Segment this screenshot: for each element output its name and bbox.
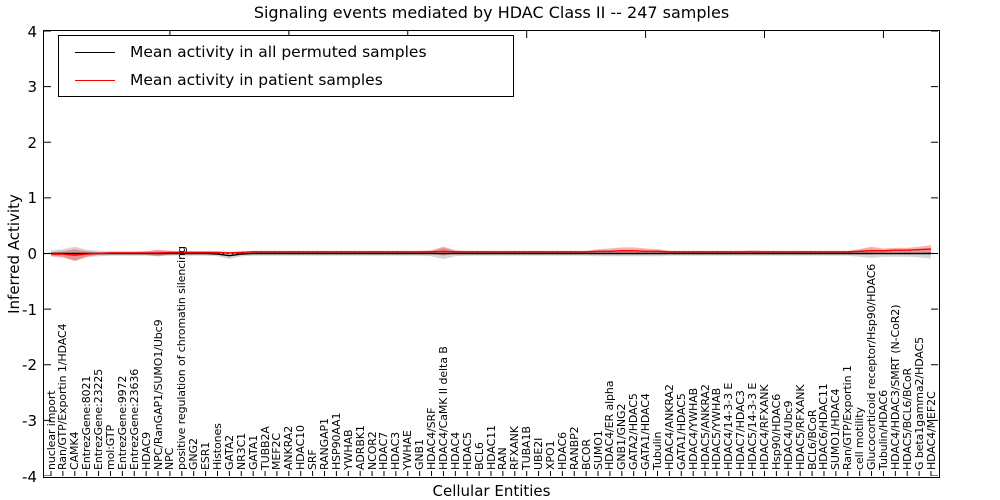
x-tick-label: HDAC4/SRF (425, 407, 439, 470)
y-tick-label: -3 (22, 411, 37, 430)
x-tick-label: HDAC4/Ubc9 (781, 400, 795, 470)
x-tick-label: G beta1gamma2/HDAC5 (912, 336, 926, 470)
x-tick-label: HDAC5/YWHAB (710, 387, 724, 470)
x-tick-label: RFXANK (508, 426, 522, 470)
x-tick-label: GNB1/GNG2 (615, 403, 629, 470)
legend-line-black (75, 51, 115, 53)
x-tick-label: HDAC5/ANKRA2 (698, 384, 712, 470)
patient-mean-line (51, 248, 932, 256)
legend-item-permuted: Mean activity in all permuted samples (59, 39, 427, 65)
x-tick-label: HDAC7 (377, 431, 391, 470)
y-tick-label: 3 (27, 78, 37, 97)
x-tick-label: HDAC4/RFXANK (758, 384, 771, 470)
x-tick-label: Glucocorticoid receptor/Hsp90/HDAC6 (865, 263, 879, 470)
x-tick-label: BCOR (579, 439, 593, 470)
x-tick-label: HDAC4/MEF2C (924, 391, 938, 470)
x-tick-label: GATA2/HDAC5 (627, 393, 641, 470)
x-tick-label: GATA1/HDAC5 (674, 393, 688, 470)
legend-label-patient: Mean activity in patient samples (130, 71, 383, 89)
x-tick-label: TUBB2A (258, 426, 272, 470)
x-tick-label: YWHAB (341, 429, 355, 470)
y-tick-label: 0 (27, 245, 37, 263)
x-tick-label: SUMO1 (591, 430, 605, 470)
x-tick-label: ESR1 (199, 441, 213, 470)
x-tick-label: GNG2 (187, 438, 201, 470)
x-tick-label: SUMO1/HDAC4 (829, 388, 843, 470)
x-tick-label: HDAC4/YWHAB (686, 387, 700, 470)
y-tick-label: 4 (27, 22, 37, 41)
x-tick-label: EntrezGene:9972 (115, 375, 129, 470)
x-tick-label: Ran/GTP/Exportin 1/HDAC4 (56, 323, 70, 470)
x-tick-label: Histones (210, 423, 224, 470)
x-tick-label: NPC (163, 447, 177, 470)
x-tick-label: EntrezGene:23636 (127, 368, 141, 470)
x-tick-label: EntrezGene:8021 (80, 375, 94, 470)
x-tick-label: HDAC7/HDAC3 (734, 390, 748, 470)
x-tick-label: GATA2 (222, 434, 236, 470)
x-tick-label: HDAC6 (555, 431, 569, 470)
x-tick-label: HDAC4/CaMK II delta B (436, 346, 450, 470)
x-axis-label: Cellular Entities (432, 482, 551, 500)
x-tick-label: BCL6/BCoR (805, 409, 819, 470)
x-tick-label: NR3C1 (234, 432, 248, 470)
x-tick-label: HDAC5 (460, 431, 474, 470)
y-tick-label: 1 (27, 189, 37, 208)
x-tick-label: HDAC5/14-3-3 E (746, 382, 760, 470)
x-tick-label: Hsp90/HDAC6 (769, 393, 783, 470)
chart-title: Signaling events mediated by HDAC Class … (253, 3, 730, 22)
x-tick-label: HSP90AA1 (329, 412, 343, 470)
x-tick-label: ADRBK1 (353, 425, 367, 470)
x-tick-label: HDAC4/ER alpha (603, 380, 617, 470)
x-tick-label: MEF2C (270, 433, 284, 470)
x-tick-label: GATA1/HDAC4 (639, 393, 653, 470)
y-tick-label: -1 (22, 300, 37, 319)
x-tick-label: NPC/RanGAP1/SUMO1/Ubc9 (151, 319, 165, 470)
x-tick-label: RAN (496, 447, 510, 470)
x-tick-label: HDAC6/HDAC11 (817, 383, 831, 470)
x-tick-label: RANBP2 (567, 426, 581, 470)
plot-area: nuclear import Ran/GTP/Exportin 1/HDAC4 CA… (43, 30, 940, 478)
x-tick-label: Tubulin (650, 431, 664, 470)
x-tick-label: HDAC11 (484, 425, 498, 470)
x-tick-label: UBE2I (532, 437, 546, 470)
y-tick-label: 2 (27, 133, 37, 152)
x-tick-label: Tubulin/HDAC6 (876, 389, 890, 470)
chart-canvas (44, 31, 938, 476)
x-tick-label: HDAC5/BCL6/BCoR (900, 367, 914, 470)
x-tick-label: YWHAE (401, 430, 415, 470)
x-tick-label: cell motility (853, 407, 867, 470)
permuted-mean-line (51, 252, 931, 257)
x-tick-label: HDAC9 (139, 431, 153, 470)
x-tick-label: HDAC10 (294, 425, 308, 470)
legend: Mean activity in all permuted samples Me… (58, 35, 514, 97)
x-tick-label: GATA1 (246, 434, 260, 470)
x-tick-label: HDAC4 (448, 431, 462, 470)
x-tick-label: HDAC4/HDAC3/SMRT (N-CoR2) (888, 304, 902, 470)
x-tick-label: HDAC4/ANKRA2 (662, 384, 676, 470)
x-tick-label: RANGAP1 (318, 418, 331, 470)
y-tick-label: -2 (22, 356, 37, 375)
x-tick-label: Ran/GTP/Exportin 1 (841, 365, 855, 470)
x-tick-label: HDAC3 (389, 431, 403, 470)
x-tick-label: XPO1 (543, 440, 557, 470)
x-tick-label: HDAC5/RFXANK (793, 384, 807, 470)
x-tick-label: positive regulation of chromatin silenci… (175, 246, 189, 470)
x-tick-label: mol:GTP (103, 425, 117, 470)
x-tick-label: TUBA1B (520, 426, 534, 470)
x-tick-label: CAMK4 (68, 431, 82, 470)
legend-item-patient: Mean activity in patient samples (59, 67, 383, 93)
x-tick-label: NCOR2 (365, 431, 379, 470)
x-tick-label: SRF (306, 449, 320, 470)
x-tick-label: ANKRA2 (282, 425, 296, 470)
y-tick-label: -4 (22, 467, 37, 486)
x-tick-label: GNB1 (413, 439, 427, 470)
legend-line-red (75, 79, 115, 81)
x-tick-label: BCL6 (472, 442, 486, 470)
legend-label-permuted: Mean activity in all permuted samples (130, 43, 427, 61)
x-tick-label: HDAC4/14-3-3 E (722, 382, 736, 470)
x-tick-label: nuclear import (44, 390, 58, 471)
x-tick-label: EntrezGene:23225 (92, 368, 106, 470)
